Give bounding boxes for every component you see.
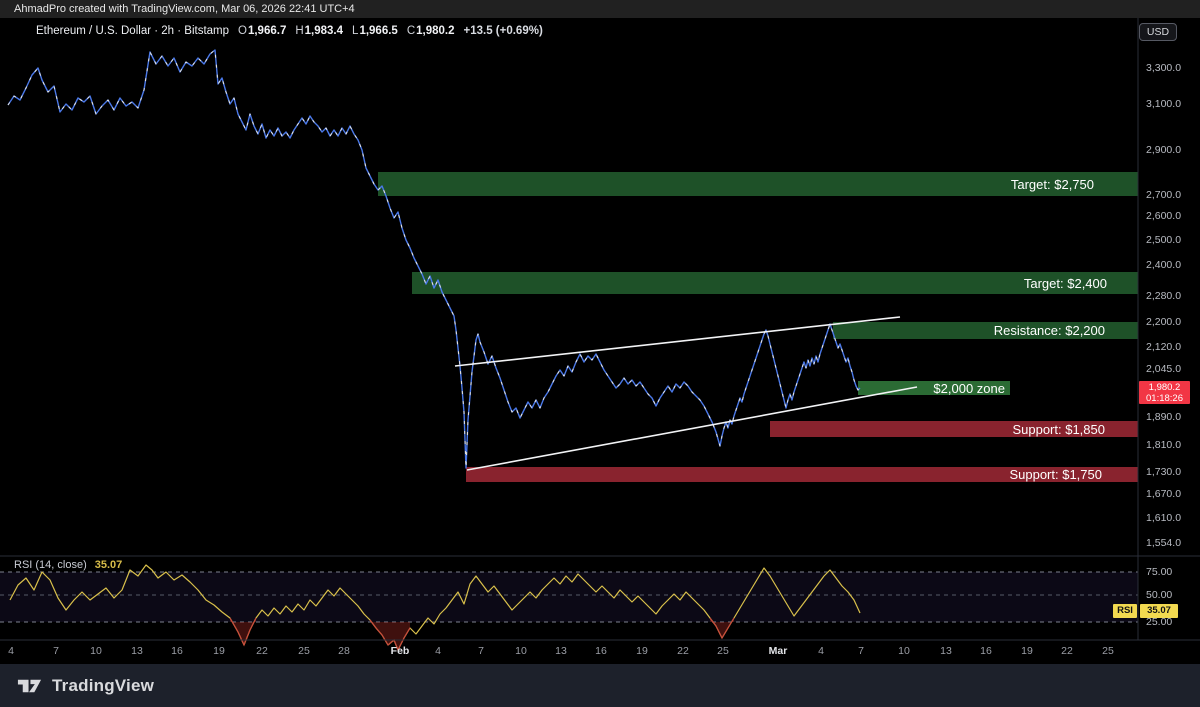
chart-area[interactable]: Ethereum / U.S. Dollar · 2h · Bitstamp O…: [0, 18, 1200, 664]
time-axis-label: 25: [1102, 645, 1114, 657]
price-axis-label: 1,670.0: [1146, 488, 1182, 500]
price-axis-label: 2,200.0: [1146, 316, 1182, 328]
rsi-axis-label: 25.00: [1146, 616, 1173, 628]
rsi-oversold-fill: [370, 620, 410, 650]
rsi-legend: RSI (14, close) 35.07: [14, 559, 122, 571]
time-axis-label: 22: [677, 645, 689, 657]
zone-band-support[interactable]: [466, 467, 1138, 482]
price-axis-label: 3,100.0: [1146, 98, 1182, 110]
time-axis-label: 16: [980, 645, 992, 657]
zone-label-support: Support: $1,850: [1012, 421, 1105, 437]
price-axis-label: 2,280.0: [1146, 290, 1182, 302]
ohlc-close: C1,980.2: [406, 25, 455, 37]
rsi-band: [0, 572, 1138, 622]
price-axis-label: 1,890.0: [1146, 411, 1182, 423]
price-axis-label: 2,045.0: [1146, 363, 1182, 375]
time-axis-label: 22: [1061, 645, 1073, 657]
rsi-current-value: 35.07: [94, 559, 123, 571]
trendline-lower[interactable]: [466, 386, 918, 471]
price-axis-label: 2,500.0: [1146, 234, 1182, 246]
ohlc-high: H1,983.4: [295, 25, 344, 37]
zone-label-target: Target: $2,750: [1010, 176, 1094, 192]
rsi-axis-label: 75.00: [1146, 566, 1173, 578]
rsi-name-badge: RSI: [1113, 604, 1137, 618]
time-axis-label: 7: [858, 645, 864, 657]
time-axis-label: 25: [298, 645, 310, 657]
price-axis-label: 1,730.0: [1146, 466, 1182, 478]
time-axis-label: 16: [171, 645, 183, 657]
time-axis-label: 19: [213, 645, 225, 657]
price-axis-label: 2,700.0: [1146, 189, 1182, 201]
price-change: +13.5 (+0.69%): [463, 25, 543, 37]
zone-label-support: Support: $1,750: [1009, 467, 1102, 482]
time-axis-label: 4: [8, 645, 14, 657]
time-axis-label: 4: [435, 645, 441, 657]
rsi-value-badge: 35.07: [1140, 604, 1178, 618]
last-price-label: 1,980.2 01:18:26: [1139, 381, 1190, 404]
currency-toggle-button[interactable]: USD: [1139, 23, 1177, 41]
symbol-title[interactable]: Ethereum / U.S. Dollar · 2h · Bitstamp: [36, 25, 230, 37]
time-axis-label: 13: [555, 645, 567, 657]
zone-band-resistance[interactable]: [833, 322, 1138, 339]
time-axis-label: 19: [1021, 645, 1033, 657]
attribution-text: AhmadPro created with TradingView.com, M…: [14, 3, 355, 15]
price-axis-label: 2,120.0: [1146, 341, 1182, 353]
time-axis-label: 10: [898, 645, 910, 657]
rsi-title[interactable]: RSI (14, close): [14, 559, 87, 571]
footer-brand-text[interactable]: TradingView: [52, 675, 155, 695]
time-axis-label: 28: [338, 645, 350, 657]
zone-label-resistance: Resistance: $2,200: [993, 323, 1105, 338]
time-axis-month-label: Mar: [768, 645, 788, 657]
ohlc-low: L1,966.5: [352, 25, 398, 37]
price-axis-label: 2,900.0: [1146, 144, 1182, 156]
time-axis-label: 19: [636, 645, 648, 657]
trendline-upper[interactable]: [454, 316, 901, 367]
price-axis-label: 3,300.0: [1146, 62, 1182, 74]
zone-band-support[interactable]: [770, 421, 1138, 437]
price-axis-label: 2,400.0: [1146, 259, 1182, 271]
zone-label-target: Target: $2,400: [1023, 275, 1107, 291]
price-axis-label: 1,554.0: [1146, 537, 1182, 549]
rsi-oversold-path: [229, 617, 257, 647]
symbol-legend: Ethereum / U.S. Dollar · 2h · Bitstamp O…: [36, 25, 543, 37]
price-series-highlight: [7, 49, 861, 469]
zone-label-zone: $2,000 zone: [933, 380, 1005, 396]
time-axis-label: 25: [717, 645, 729, 657]
zone-band-target[interactable]: [412, 272, 1138, 294]
last-price-value: 1,980.2: [1148, 382, 1181, 393]
chart-canvas[interactable]: [0, 18, 1200, 664]
footer-bar: TradingView: [0, 664, 1200, 707]
bar-countdown: 01:18:26: [1146, 393, 1183, 404]
ohlc-open: O1,966.7: [238, 25, 287, 37]
time-axis-month-label: Feb: [390, 645, 410, 657]
time-axis-label: 10: [90, 645, 102, 657]
zone-band-target[interactable]: [378, 172, 1138, 196]
rsi-axis-label: 50.00: [1146, 589, 1173, 601]
rsi-oversold-fill: [230, 618, 256, 645]
time-axis-label: 4: [818, 645, 824, 657]
time-axis-label: 7: [478, 645, 484, 657]
attribution-bar: AhmadPro created with TradingView.com, M…: [0, 0, 1200, 18]
time-axis-label: 16: [595, 645, 607, 657]
time-axis-label: 10: [515, 645, 527, 657]
price-axis-label: 1,810.0: [1146, 439, 1182, 451]
time-axis-label: 13: [940, 645, 952, 657]
rsi-oversold-path: [709, 617, 735, 640]
time-axis-label: 13: [131, 645, 143, 657]
price-axis-label: 1,610.0: [1146, 512, 1182, 524]
time-axis-label: 7: [53, 645, 59, 657]
price-series-path: [7, 49, 861, 469]
price-axis-label: 2,600.0: [1146, 210, 1182, 222]
tradingview-logo-icon[interactable]: [16, 672, 43, 699]
time-axis-label: 22: [256, 645, 268, 657]
rsi-oversold-fill: [710, 618, 734, 638]
